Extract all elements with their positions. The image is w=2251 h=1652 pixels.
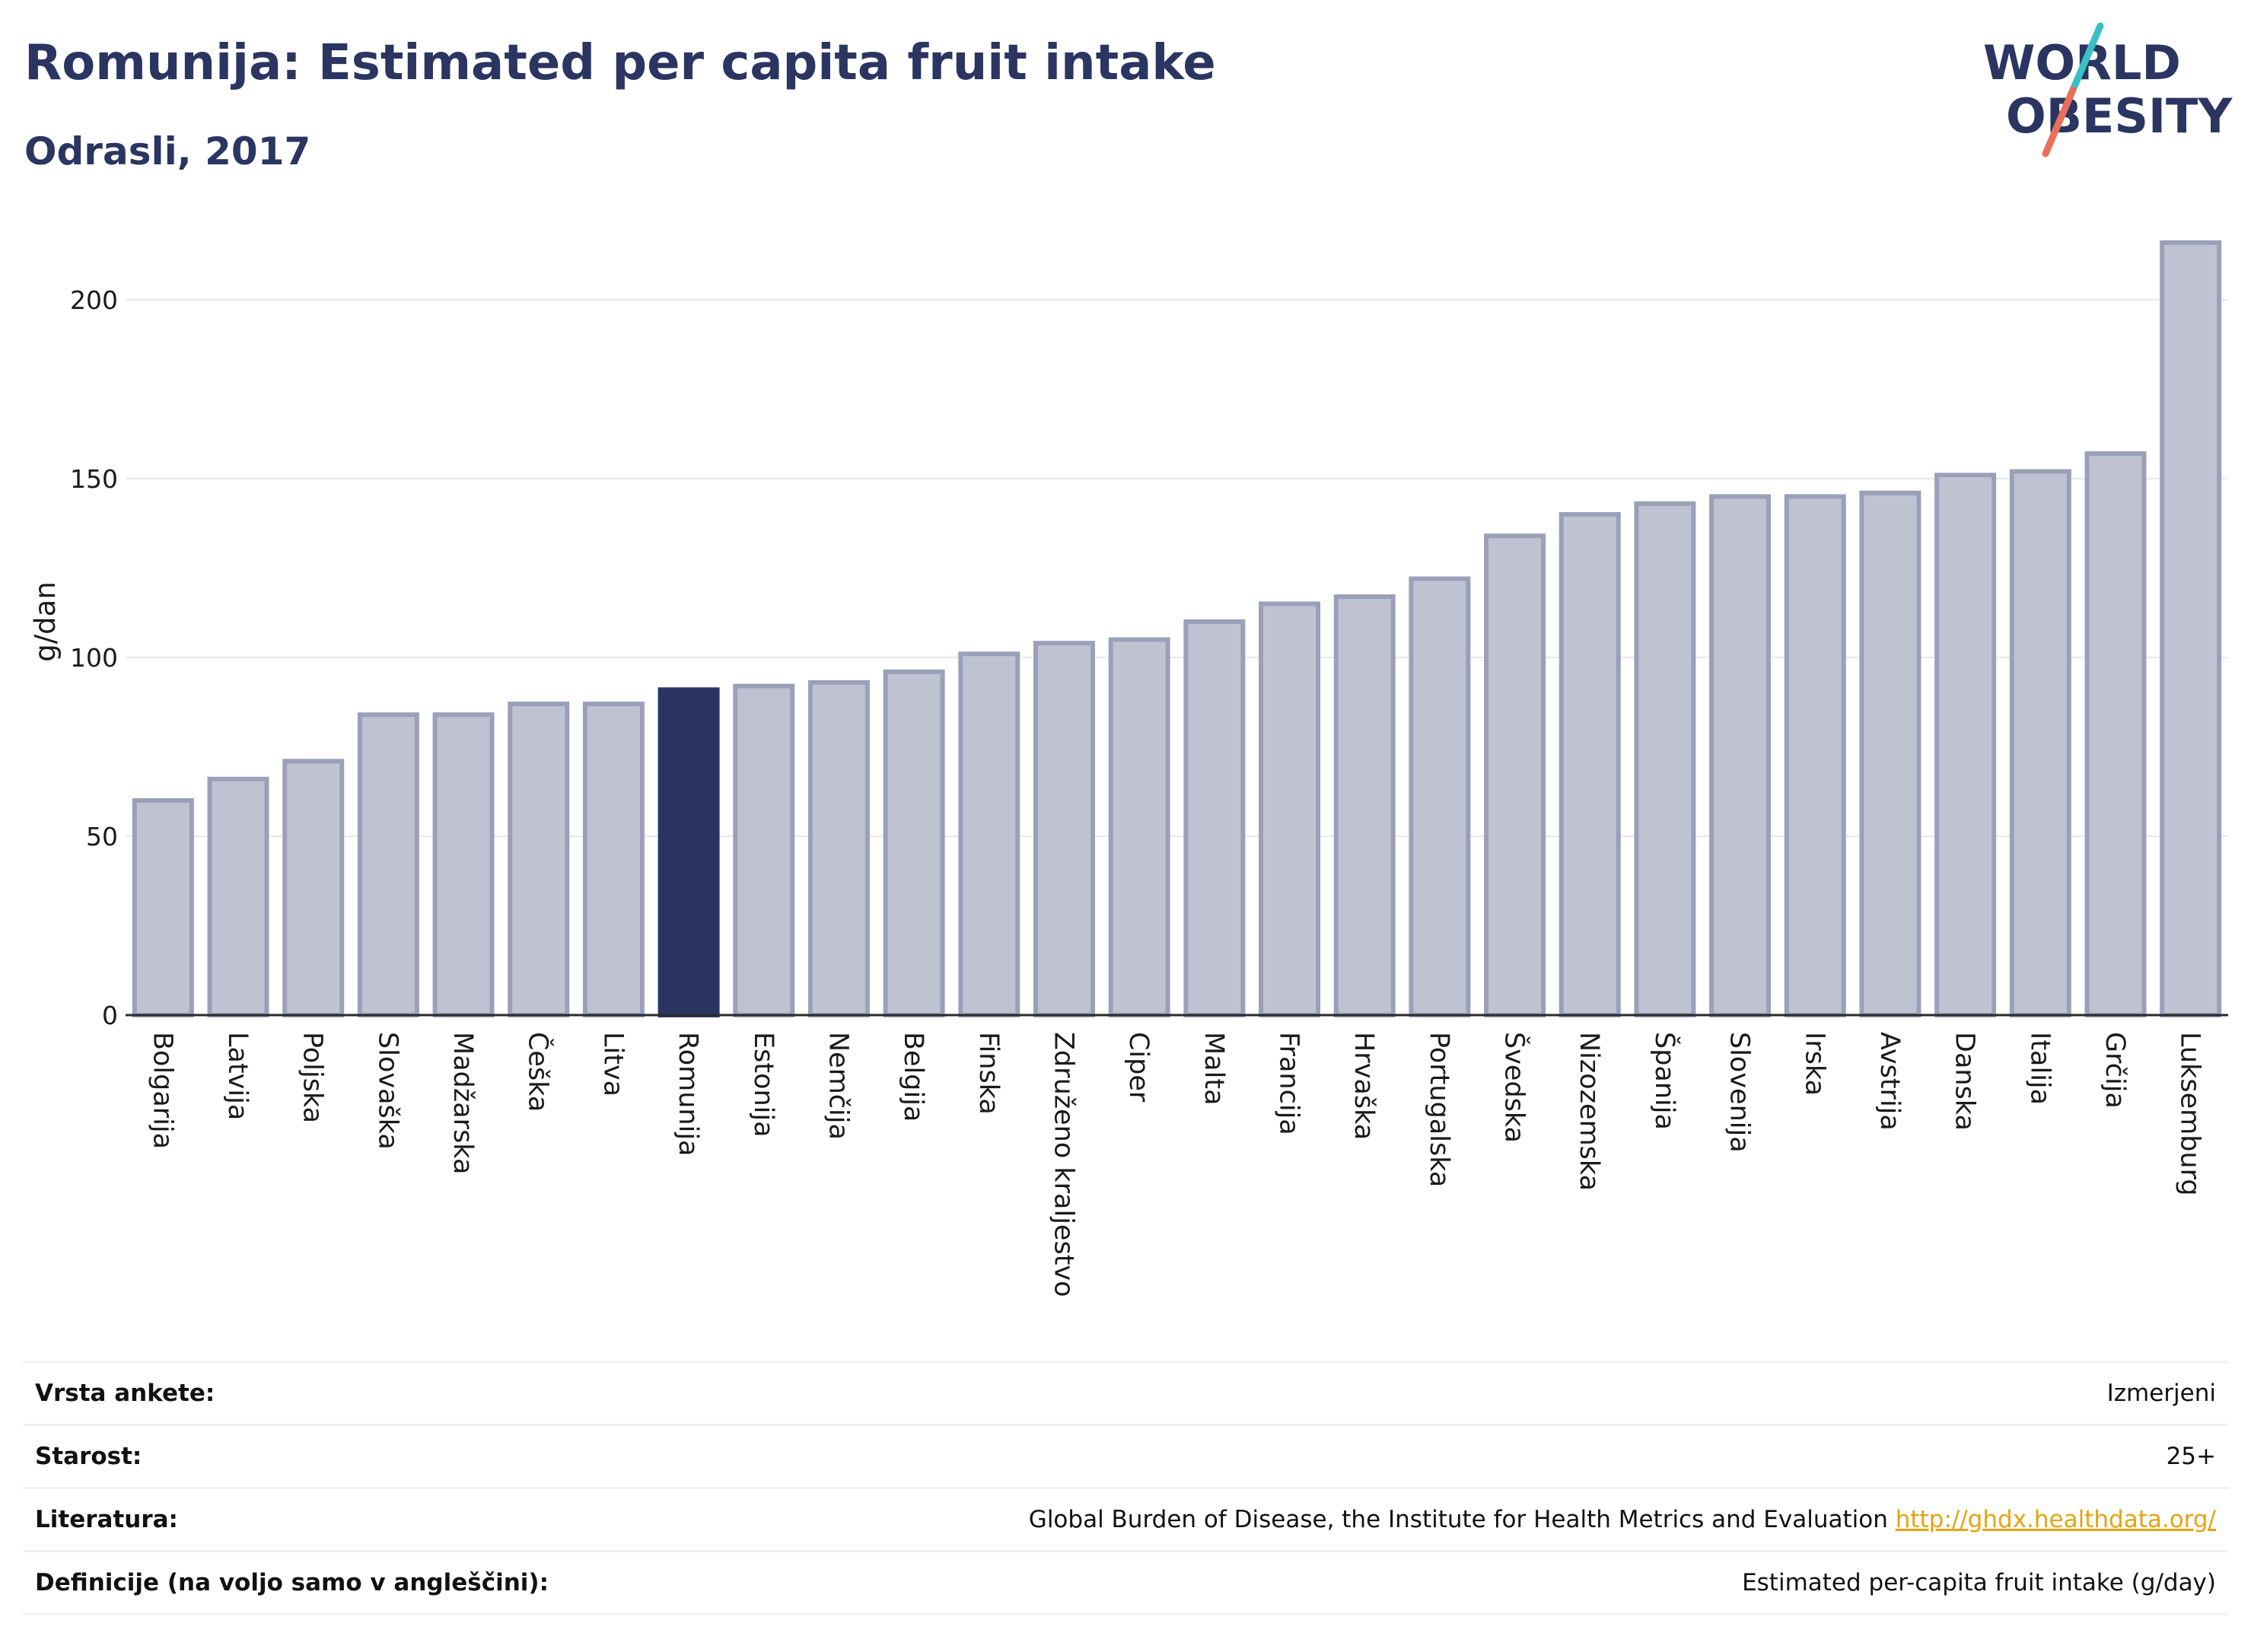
- y-tick-label: 50: [86, 822, 118, 851]
- x-category-label: Malta: [1199, 1032, 1229, 1106]
- bar: [1409, 576, 1471, 1017]
- x-category-label: Francija: [1274, 1032, 1304, 1135]
- y-tick-label: 0: [102, 1001, 118, 1030]
- bar: [733, 683, 795, 1017]
- bar: [1484, 533, 1546, 1017]
- info-value-text: Global Burden of Disease, the Institute …: [1028, 1506, 1888, 1533]
- x-category-label: Španija: [1649, 1032, 1681, 1130]
- x-category-label: Portugalska: [1424, 1032, 1454, 1187]
- bar: [1859, 490, 1921, 1017]
- logo-stripe-teal: [2069, 22, 2104, 94]
- x-category-label: Avstrija: [1874, 1032, 1905, 1131]
- x-category-label: Bolgarija: [147, 1032, 177, 1149]
- x-category-label: Romunija: [673, 1032, 703, 1157]
- bar: [1333, 594, 1396, 1017]
- bar-chart: 0 50 100 150 200 Bolgarija Latvija Poljska Slov…: [29, 240, 2228, 1297]
- info-key: Literatura:: [23, 1487, 702, 1552]
- chart-title: Romunija: Estimated per capita fruit int…: [24, 35, 1216, 91]
- bar: [508, 702, 570, 1017]
- info-key: Starost:: [23, 1424, 702, 1489]
- x-category-label: Madžarska: [447, 1032, 478, 1174]
- info-row: Definicije (na voljo samo v angleščini):…: [23, 1550, 2228, 1615]
- bar: [1784, 494, 1846, 1017]
- bar: [2009, 469, 2071, 1017]
- x-axis-labels: Bolgarija Latvija Poljska Slovaška Madžarska…: [147, 1032, 2205, 1297]
- bar: [282, 759, 345, 1017]
- x-category-label: Nizozemska: [1574, 1032, 1604, 1191]
- x-category-label: Grčija: [2100, 1032, 2130, 1109]
- bar: [1559, 512, 1621, 1017]
- info-value: 25+: [701, 1424, 2228, 1489]
- y-axis-title: g/dan: [29, 581, 62, 662]
- info-table: Vrsta ankete: Izmerjeni Starost: 25+ Literat…: [23, 1361, 2228, 1615]
- x-category-label: Litva: [597, 1032, 628, 1097]
- bar: [582, 702, 645, 1017]
- bars: [132, 240, 2222, 1018]
- bar: [207, 776, 269, 1017]
- bar: [1183, 619, 1246, 1017]
- x-category-label: Danska: [1950, 1032, 1980, 1131]
- bar: [357, 712, 419, 1017]
- y-tick-label: 100: [70, 643, 118, 673]
- x-category-label: Nemčija: [823, 1032, 853, 1140]
- x-category-label: Poljska: [298, 1032, 328, 1123]
- y-tick-label: 200: [70, 285, 118, 315]
- x-category-label: Luksemburg: [2175, 1032, 2205, 1196]
- x-category-label: Irska: [1799, 1032, 1829, 1096]
- info-value-text: 25+: [2166, 1443, 2216, 1470]
- bar-highlighted: [657, 687, 720, 1017]
- y-tick-label: 150: [70, 464, 118, 494]
- x-category-label: Finska: [973, 1032, 1004, 1115]
- source-link[interactable]: http://ghdx.healthdata.org/: [1895, 1506, 2216, 1533]
- bar: [1033, 641, 1095, 1017]
- info-value: Global Burden of Disease, the Institute …: [701, 1487, 2228, 1552]
- info-row: Starost: 25+: [23, 1424, 2228, 1489]
- info-value: Estimated per-capita fruit intake (g/day…: [701, 1550, 2228, 1615]
- bar: [1634, 501, 1696, 1017]
- x-category-label: Italija: [2024, 1032, 2055, 1105]
- world-obesity-logo: WORLD OBESITY: [1983, 22, 2233, 158]
- x-category-label: Belgija: [898, 1032, 928, 1122]
- bar: [1934, 473, 1997, 1017]
- x-category-label: Švedska: [1499, 1032, 1531, 1143]
- logo-stripe-coral: [2042, 86, 2077, 158]
- x-category-label: Združeno kraljestvo: [1048, 1032, 1078, 1297]
- bar: [1709, 494, 1772, 1017]
- x-category-label: Ciper: [1123, 1032, 1154, 1103]
- bar: [2084, 451, 2147, 1017]
- logo-line2: OBESITY: [2006, 88, 2233, 144]
- info-value-text: Izmerjeni: [2106, 1380, 2216, 1407]
- chart-subtitle: Odrasli, 2017: [24, 129, 311, 173]
- bar: [132, 798, 194, 1017]
- info-row: Literatura: Global Burden of Disease, the…: [23, 1487, 2228, 1552]
- info-value-text: Estimated per-capita fruit intake (g/day…: [1742, 1569, 2216, 1596]
- bar: [2160, 240, 2222, 1017]
- bar: [1259, 601, 1321, 1017]
- info-key: Definicije (na voljo samo v angleščini):: [23, 1550, 702, 1615]
- bar: [432, 712, 495, 1017]
- x-category-label: Slovaška: [372, 1032, 403, 1150]
- info-key: Vrsta ankete:: [23, 1361, 702, 1426]
- info-value: Izmerjeni: [701, 1361, 2228, 1426]
- y-axis-ticks: 0 50 100 150 200: [70, 285, 118, 1030]
- x-category-label: Hrvaška: [1348, 1032, 1379, 1140]
- bar: [1108, 637, 1170, 1017]
- bar: [958, 651, 1020, 1017]
- bar: [883, 669, 945, 1017]
- bar: [807, 680, 870, 1018]
- x-category-label: Češka: [523, 1032, 555, 1112]
- info-row: Vrsta ankete: Izmerjeni: [23, 1361, 2228, 1426]
- x-category-label: Estonija: [748, 1032, 778, 1138]
- x-category-label: Slovenija: [1724, 1032, 1755, 1153]
- x-category-label: Latvija: [222, 1032, 253, 1120]
